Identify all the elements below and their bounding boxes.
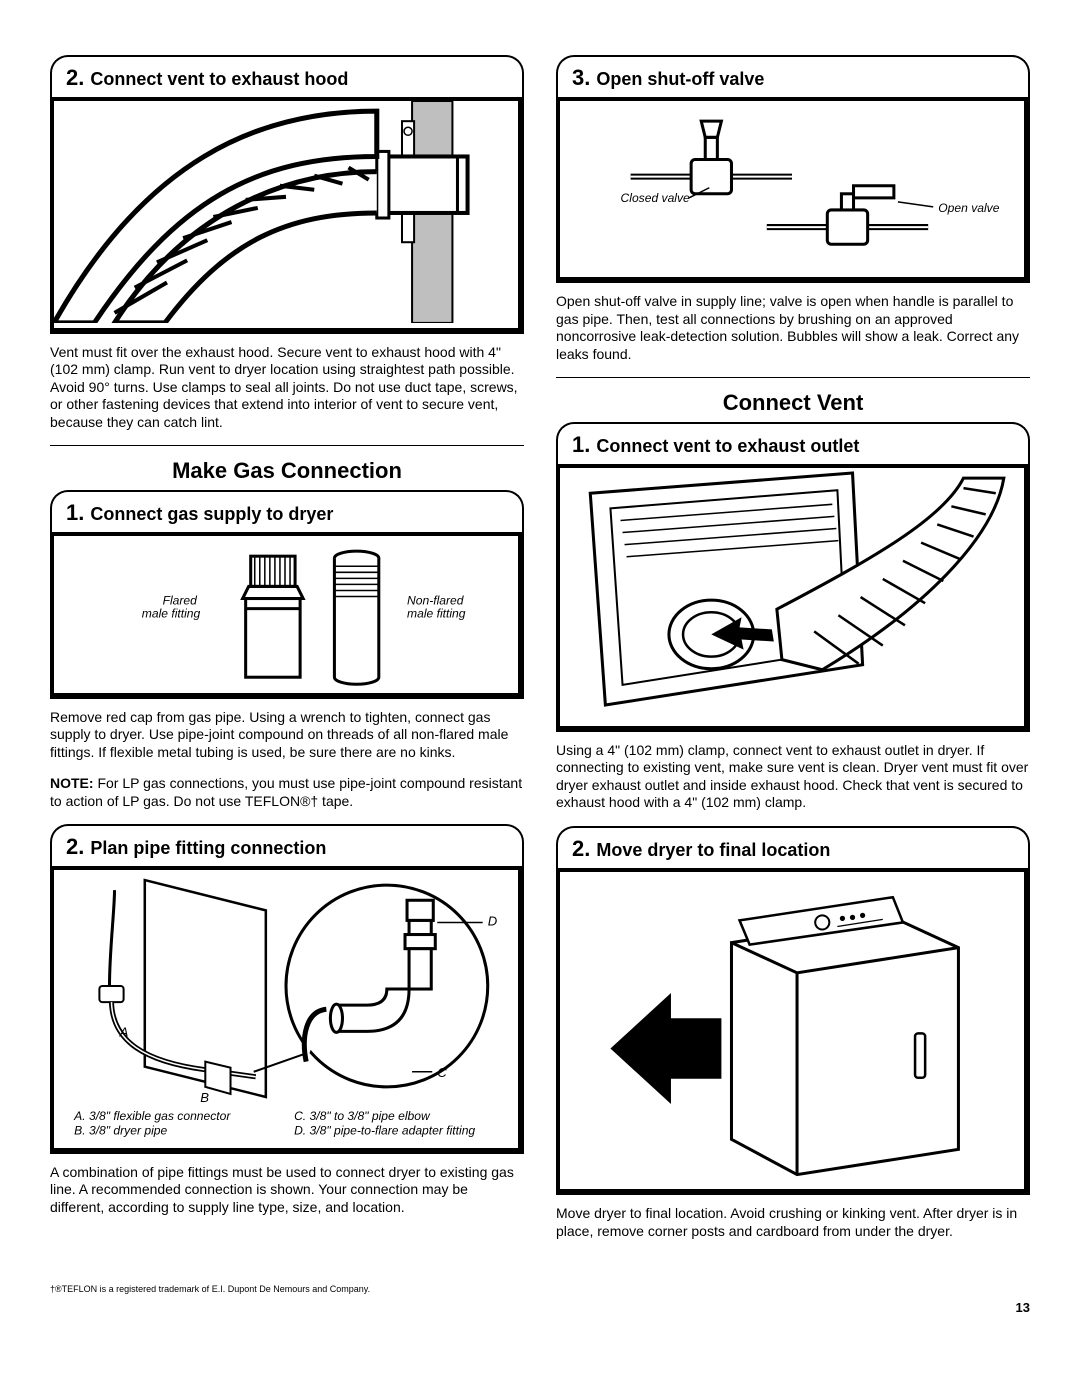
gas-section-title: Make Gas Connection <box>50 458 524 484</box>
gas1-num: 1. <box>66 500 84 526</box>
vent1-num: 1. <box>572 432 590 458</box>
vent2-title: Move dryer to final location <box>596 840 830 861</box>
vent2-desc: Move dryer to final location. Avoid crus… <box>556 1205 1030 1240</box>
pipe-fitting-diagram: A B C D A. 3/8" flexible gas connector B… <box>54 870 518 1142</box>
gas-fittings-diagram: Flared male fitting Non-flared male fitt… <box>54 536 518 687</box>
nonflared-label: Non-flared male fitting <box>407 594 467 621</box>
footnote: †®TEFLON is a registered trademark of E.… <box>50 1284 1030 1294</box>
separator <box>556 377 1030 378</box>
svg-text:D: D <box>488 914 498 929</box>
gas1-header: 1. Connect gas supply to dryer <box>50 490 524 532</box>
left-column: 2. Connect vent to exhaust hood <box>50 55 524 1254</box>
page-number: 13 <box>50 1300 1030 1315</box>
step3-illustration: Closed valve Open valve <box>556 97 1030 283</box>
step2-title: Connect vent to exhaust hood <box>90 69 348 90</box>
vent1-title: Connect vent to exhaust outlet <box>596 436 859 457</box>
svg-text:C: C <box>437 1065 447 1080</box>
svg-text:B. 3/8" dryer pipe: B. 3/8" dryer pipe <box>74 1123 167 1137</box>
flared-label: Flared male fitting <box>142 594 201 621</box>
vent1-illustration <box>556 464 1030 731</box>
right-column: 3. Open shut-off valve <box>556 55 1030 1254</box>
gas2-header: 2. Plan pipe fitting connection <box>50 824 524 866</box>
svg-text:A. 3/8" flexible gas connector: A. 3/8" flexible gas connector <box>73 1109 231 1123</box>
vent2-header: 2. Move dryer to final location <box>556 826 1030 868</box>
vent-outlet-diagram <box>560 468 1024 720</box>
vent-section-title: Connect Vent <box>556 390 1030 416</box>
step3-num: 3. <box>572 65 590 91</box>
two-column-layout: 2. Connect vent to exhaust hood <box>50 55 1030 1254</box>
svg-text:Closed valve: Closed valve <box>621 191 691 205</box>
svg-text:Open valve: Open valve <box>938 201 999 215</box>
step3-desc: Open shut-off valve in supply line; valv… <box>556 293 1030 363</box>
vent1-header: 1. Connect vent to exhaust outlet <box>556 422 1030 464</box>
move-dryer-diagram <box>560 872 1024 1185</box>
svg-text:A: A <box>119 1025 129 1040</box>
vent2-num: 2. <box>572 836 590 862</box>
gas1-illustration: Flared male fitting Non-flared male fitt… <box>50 532 524 698</box>
gas1-title: Connect gas supply to dryer <box>90 504 333 525</box>
step2-header: 2. Connect vent to exhaust hood <box>50 55 524 97</box>
vent2-illustration <box>556 868 1030 1196</box>
gas2-desc: A combination of pipe fittings must be u… <box>50 1164 524 1217</box>
svg-text:B: B <box>200 1090 209 1105</box>
gas1-desc: Remove red cap from gas pipe. Using a wr… <box>50 709 524 762</box>
step2-desc: Vent must fit over the exhaust hood. Sec… <box>50 344 524 432</box>
step3-header: 3. Open shut-off valve <box>556 55 1030 97</box>
svg-text:C. 3/8" to 3/8" pipe elbow: C. 3/8" to 3/8" pipe elbow <box>294 1109 431 1123</box>
separator <box>50 445 524 446</box>
gas2-num: 2. <box>66 834 84 860</box>
step3-title: Open shut-off valve <box>596 69 764 90</box>
step2-num: 2. <box>66 65 84 91</box>
gas2-illustration: A B C D A. 3/8" flexible gas connector B… <box>50 866 524 1153</box>
vent1-desc: Using a 4" (102 mm) clamp, connect vent … <box>556 742 1030 812</box>
valve-diagram: Closed valve Open valve <box>560 101 1024 272</box>
step2-illustration <box>50 97 524 334</box>
gas2-title: Plan pipe fitting connection <box>90 838 326 859</box>
svg-text:D. 3/8" pipe-to-flare adapter: D. 3/8" pipe-to-flare adapter fitting <box>294 1123 475 1137</box>
vent-hood-diagram <box>54 101 518 323</box>
gas1-note: NOTE: For LP gas connections, you must u… <box>50 775 524 810</box>
